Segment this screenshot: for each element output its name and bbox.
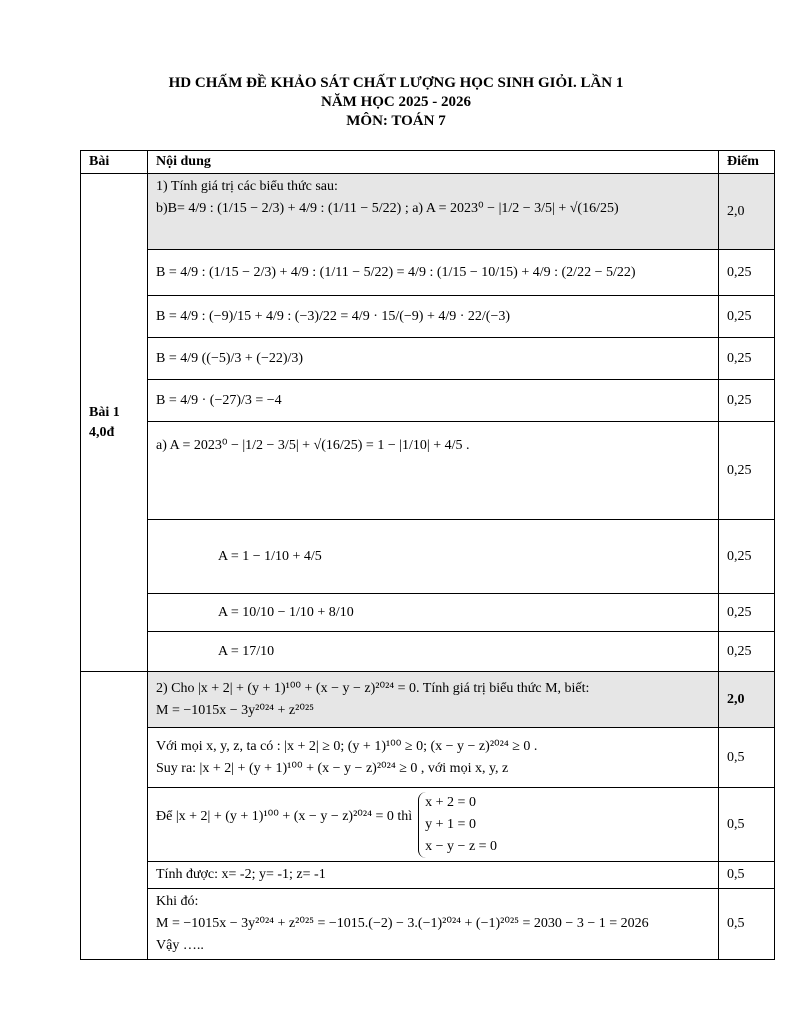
formula-line: 2) Cho |x + 2| + (y + 1)¹⁰⁰ + (x − y − z…	[156, 680, 590, 696]
table-row: B = 4/9 ((−5)/3 + (−22)/3) 0,25	[81, 337, 775, 380]
table-row: a) A = 2023⁰ − |1/2 − 3/5| + √(16/25) = …	[81, 421, 775, 520]
content-cell: A = 10/10 − 1/10 + 8/10	[147, 593, 719, 632]
score: 0,5	[718, 727, 775, 788]
formula-line: Tính được: x= -2; y= -1; z= -1	[156, 867, 326, 882]
content-cell: A = 17/10	[147, 631, 719, 672]
header-row: Bài Nội dung Điểm	[80, 150, 775, 174]
score: 0,25	[718, 379, 775, 422]
formula-line: B = 4/9 · (−27)/3 = −4	[156, 392, 282, 408]
table-row: A = 17/10 0,25	[81, 631, 775, 672]
bai-points: 4,0đ	[89, 424, 115, 440]
equation: x + 2 = 0	[425, 794, 476, 810]
score: 0,25	[718, 519, 775, 594]
content-cell: A = 1 − 1/10 + 4/5	[147, 519, 719, 594]
column-header: Bài	[80, 150, 148, 174]
content: B = 4/9 ((−5)/3 + (−22)/3)	[156, 348, 710, 370]
score: 0,25	[718, 249, 775, 296]
content: Tính được: x= -2; y= -1; z= -1	[156, 864, 710, 886]
formula-line: A = 17/10	[218, 643, 275, 659]
formula-line: Với mọi x, y, z, ta có : |x + 2| ≥ 0; (y…	[156, 738, 538, 754]
table-row: B = 4/9 · (−27)/3 = −4 0,25	[81, 379, 775, 422]
title-line: MÔN: TOÁN 7	[346, 113, 446, 129]
formula-line: M = −1015x − 3y²⁰²⁴ + z²⁰²⁵ = −1015.(−2)…	[156, 916, 649, 931]
content-cell: 2) Cho |x + 2| + (y + 1)¹⁰⁰ + (x − y − z…	[147, 671, 719, 728]
content: B = 4/9 · (−27)/3 = −4	[156, 390, 710, 412]
formula-line: B = 4/9 : (1/15 − 2/3) + 4/9 : (1/11 − 5…	[156, 264, 636, 280]
formula-line: Để |x + 2| + (y + 1)¹⁰⁰ + (x − y − z)²⁰²…	[156, 808, 413, 824]
content: Để |x + 2| + (y + 1)¹⁰⁰ + (x − y − z)²⁰²…	[156, 791, 710, 858]
formula-line: a) A = 2023⁰ − |1/2 − 3/5| + √(16/25) = …	[156, 437, 470, 453]
content-cell: B = 4/9 · (−27)/3 = −4	[147, 379, 719, 422]
bai-cell: Bài 1 4,0đ	[80, 173, 148, 672]
score: 2,0	[718, 173, 775, 250]
content: Với mọi x, y, z, ta có : |x + 2| ≥ 0; (y…	[156, 736, 710, 780]
content: A = 10/10 − 1/10 + 8/10	[218, 602, 710, 624]
score: 0,5	[718, 888, 775, 960]
table-row: A = 1 − 1/10 + 4/5 0,25	[81, 519, 775, 594]
equation-system: x + 2 = 0 y + 1 = 0 x − y − z = 0	[418, 791, 498, 858]
content-cell: B = 4/9 : (−9)/15 + 4/9 : (−3)/22 = 4/9 …	[147, 295, 719, 338]
content-cell: Khi đó: M = −1015x − 3y²⁰²⁴ + z²⁰²⁵ = −10…	[147, 888, 719, 960]
score: 0,5	[718, 787, 775, 862]
content-cell: a) A = 2023⁰ − |1/2 − 3/5| + √(16/25) = …	[147, 421, 719, 520]
table-row: Bài 1 4,0đ 1) Tính giá trị các biểu thức s…	[80, 173, 775, 672]
column-header: Nội dung	[147, 150, 719, 174]
bai-cell	[80, 671, 148, 960]
score: 0,25	[718, 631, 775, 672]
column-header: Điểm	[718, 150, 775, 174]
table-row: Để |x + 2| + (y + 1)¹⁰⁰ + (x − y − z)²⁰²…	[81, 787, 775, 862]
formula-line: B = 4/9 ((−5)/3 + (−22)/3)	[156, 350, 304, 366]
table-row: Với mọi x, y, z, ta có : |x + 2| ≥ 0; (y…	[81, 727, 775, 788]
score: 0,25	[718, 593, 775, 632]
score: 0,25	[718, 295, 775, 338]
content: 2) Cho |x + 2| + (y + 1)¹⁰⁰ + (x − y − z…	[156, 678, 710, 722]
content: A = 17/10	[218, 641, 710, 663]
table-row: Khi đó: M = −1015x − 3y²⁰²⁴ + z²⁰²⁵ = −10…	[81, 888, 775, 960]
content-cell: Với mọi x, y, z, ta có : |x + 2| ≥ 0; (y…	[147, 727, 719, 788]
score: 0,25	[718, 421, 775, 520]
table-row: B = 4/9 : (1/15 − 2/3) + 4/9 : (1/11 − 5…	[81, 249, 775, 296]
content-cell: B = 4/9 : (1/15 − 2/3) + 4/9 : (1/11 − 5…	[147, 249, 719, 296]
content: B = 4/9 : (−9)/15 + 4/9 : (−3)/22 = 4/9 …	[156, 306, 710, 328]
content: a) A = 2023⁰ − |1/2 − 3/5| + √(16/25) = …	[156, 435, 710, 457]
title: HD CHẤM ĐỀ KHẢO SÁT CHẤT LƯỢNG HỌC SINH …	[0, 74, 792, 131]
formula-line: A = 1 − 1/10 + 4/5	[218, 548, 322, 564]
equation: x − y − z = 0	[425, 838, 498, 854]
content: A = 1 − 1/10 + 4/5	[218, 546, 710, 568]
title-line: HD CHẤM ĐỀ KHẢO SÁT CHẤT LƯỢNG HỌC SINH …	[168, 75, 624, 91]
content-cell: Để |x + 2| + (y + 1)¹⁰⁰ + (x − y − z)²⁰²…	[147, 787, 719, 862]
table-row: 2) Cho |x + 2| + (y + 1)¹⁰⁰ + (x − y − z…	[80, 671, 775, 960]
bai-label: Bài 1	[89, 404, 120, 420]
equation: y + 1 = 0	[425, 816, 476, 832]
content-cell: Tính được: x= -2; y= -1; z= -1	[147, 861, 719, 889]
grading-table: Bài Nội dung Điểm Bài 1 4,0đ 1) Tính giá trị …	[80, 150, 775, 960]
score: 0,5	[718, 861, 775, 889]
score: 0,25	[718, 337, 775, 380]
formula-line: A = 10/10 − 1/10 + 8/10	[218, 604, 354, 620]
content: 1) Tính giá trị các biểu thức sau: b)B= 4…	[156, 176, 710, 220]
score: 2,0	[718, 671, 775, 728]
title-line: NĂM HỌC 2025 - 2026	[321, 94, 471, 110]
formula-line: Suy ra: |x + 2| + (y + 1)¹⁰⁰ + (x − y − …	[156, 760, 509, 776]
table-row: A = 10/10 − 1/10 + 8/10 0,25	[81, 593, 775, 632]
formula-line: M = −1015x − 3y²⁰²⁴ + z²⁰²⁵	[156, 702, 315, 718]
formula-line: B = 4/9 : (−9)/15 + 4/9 : (−3)/22 = 4/9 …	[156, 308, 511, 324]
formula-line: 1) Tính giá trị các biểu thức sau:	[156, 179, 338, 194]
content: Khi đó: M = −1015x − 3y²⁰²⁴ + z²⁰²⁵ = −10…	[156, 891, 710, 957]
content-cell: B = 4/9 ((−5)/3 + (−22)/3)	[147, 337, 719, 380]
formula-line: Khi đó:	[156, 894, 199, 909]
formula-line: b)B= 4/9 : (1/15 − 2/3) + 4/9 : (1/11 − …	[156, 201, 619, 216]
table-row: Tính được: x= -2; y= -1; z= -1 0,5	[81, 861, 775, 889]
content: B = 4/9 : (1/15 − 2/3) + 4/9 : (1/11 − 5…	[156, 262, 710, 284]
content-cell: 1) Tính giá trị các biểu thức sau: b)B= 4…	[147, 173, 719, 250]
formula-line: Vậy …..	[156, 938, 204, 953]
table-row: B = 4/9 : (−9)/15 + 4/9 : (−3)/22 = 4/9 …	[81, 295, 775, 338]
